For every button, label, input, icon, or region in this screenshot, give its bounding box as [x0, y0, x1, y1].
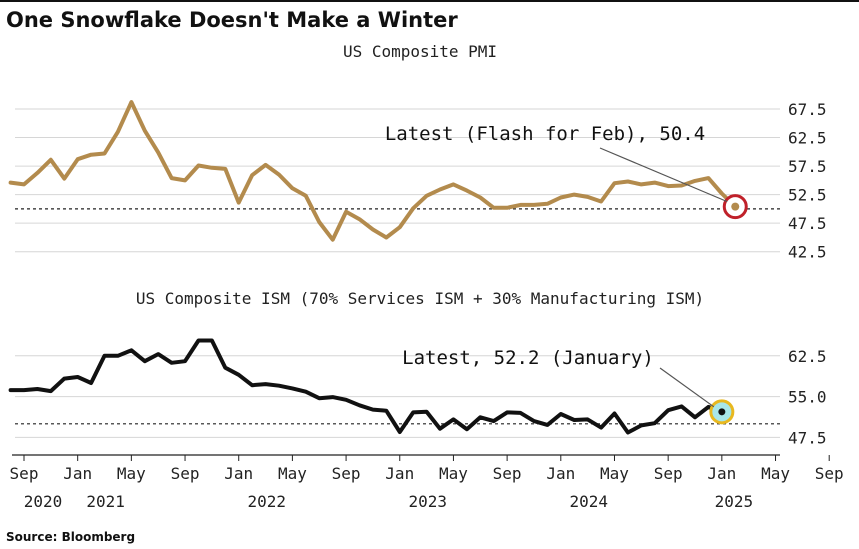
y-tick-label: 47.5	[788, 214, 827, 233]
y-tick-label: 62.5	[788, 129, 827, 148]
y-tick-label: 62.5	[788, 347, 827, 366]
x-tick-label: Sep	[493, 464, 522, 483]
y-tick-label: 57.5	[788, 157, 827, 176]
x-tick-label: Sep	[10, 464, 39, 483]
x-tick-label: Jan	[224, 464, 253, 483]
latest-point	[731, 202, 740, 211]
figure-title: One Snowflake Doesn't Make a Winter	[6, 8, 458, 32]
x-tick-label: Sep	[654, 464, 683, 483]
x-tick-label: Sep	[171, 464, 200, 483]
panel2-title: US Composite ISM (70% Services ISM + 30%…	[136, 289, 704, 308]
x-tick-label: May	[117, 464, 146, 483]
panel1-title: US Composite PMI	[343, 42, 497, 61]
latest-point	[718, 408, 726, 416]
source-note: Source: Bloomberg	[6, 530, 135, 544]
y-tick-label: 55.0	[788, 388, 827, 407]
x-tick-label: Jan	[63, 464, 92, 483]
y-tick-label: 42.5	[788, 243, 827, 262]
x-year-label: 2020	[24, 492, 63, 511]
annotation-label: Latest, 52.2 (January)	[402, 347, 654, 369]
y-tick-label: 67.5	[788, 100, 827, 119]
annotation-leader	[659, 367, 715, 408]
x-year-label: 2022	[247, 492, 286, 511]
x-tick-label: Sep	[332, 464, 361, 483]
plot-layer: 42.5 47.5 52.5 57.5 62.5 67.5 Latest (Flash fo…	[8, 100, 844, 511]
x-tick-label: May	[439, 464, 468, 483]
annotation-leader	[599, 147, 728, 203]
x-tick-label: May	[761, 464, 790, 483]
x-tick-label: Jan	[707, 464, 736, 483]
x-year-label: 2025	[715, 492, 754, 511]
series-line	[8, 100, 738, 242]
x-tick-label: Jan	[546, 464, 575, 483]
x-year-label: 2023	[408, 492, 447, 511]
x-tick-label: May	[278, 464, 307, 483]
x-tick-label: Jan	[385, 464, 414, 483]
x-year-label: 2024	[570, 492, 609, 511]
x-year-label: 2021	[86, 492, 125, 511]
y-tick-label: 47.5	[788, 428, 827, 447]
x-tick-label: May	[600, 464, 629, 483]
annotation-label: Latest (Flash for Feb), 50.4	[385, 123, 705, 145]
series-line	[8, 338, 724, 435]
y-tick-label: 52.5	[788, 186, 827, 205]
x-tick-label: Sep	[815, 464, 844, 483]
